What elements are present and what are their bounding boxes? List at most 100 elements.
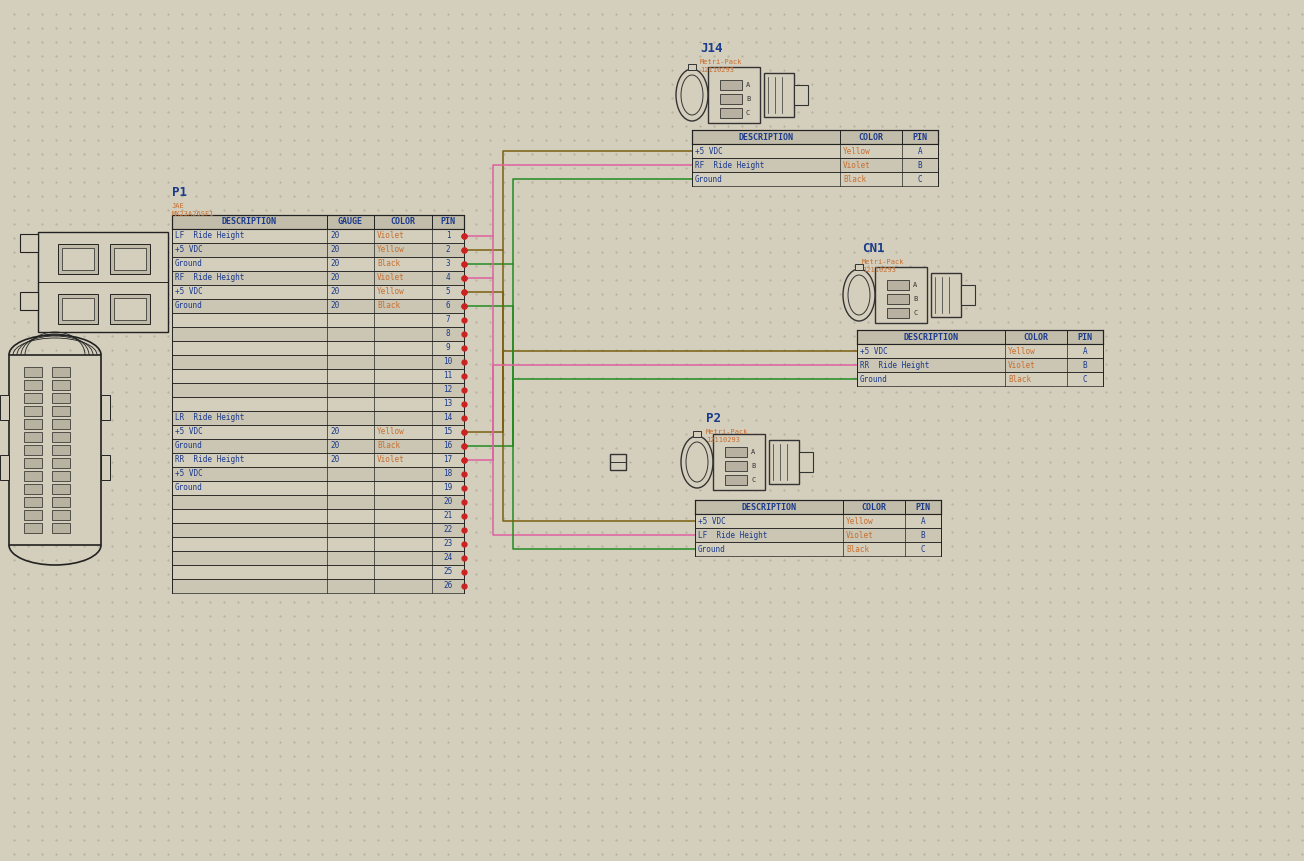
Bar [52, 523, 70, 533]
Text: RF  Ride Height: RF Ride Height [695, 160, 764, 170]
Text: PIN: PIN [913, 133, 927, 141]
Bar [857, 344, 1103, 358]
Bar [172, 481, 464, 495]
Bar [172, 495, 464, 509]
Bar [887, 308, 909, 318]
Text: 8: 8 [446, 330, 450, 338]
Bar [23, 471, 42, 481]
Bar [172, 299, 464, 313]
Bar [172, 229, 464, 243]
Bar [172, 383, 464, 397]
Bar [52, 380, 70, 390]
Bar [172, 341, 464, 355]
Text: B: B [913, 296, 917, 302]
Bar [172, 411, 464, 425]
Bar [172, 523, 464, 537]
Bar [52, 406, 70, 416]
Ellipse shape [848, 275, 870, 315]
Bar [931, 273, 961, 317]
Text: Violet: Violet [842, 160, 871, 170]
Bar [23, 380, 42, 390]
Text: LF  Ride Height: LF Ride Height [175, 232, 244, 240]
Bar [172, 313, 464, 327]
Bar [52, 484, 70, 494]
Text: B: B [918, 160, 922, 170]
Text: LF  Ride Height: LF Ride Height [698, 530, 767, 540]
Text: Metri-Pack: Metri-Pack [705, 429, 748, 435]
Bar [20, 234, 38, 252]
Bar [23, 484, 42, 494]
Text: 7: 7 [446, 315, 450, 325]
Text: RF  Ride Height: RF Ride Height [175, 274, 244, 282]
Text: B: B [751, 463, 755, 469]
Text: Yellow: Yellow [377, 288, 404, 296]
Bar [857, 372, 1103, 386]
Bar [63, 248, 94, 270]
Bar [720, 108, 742, 118]
Bar [695, 542, 941, 556]
Text: COLOR: COLOR [1024, 332, 1048, 342]
Text: 21: 21 [443, 511, 452, 521]
Text: Yellow: Yellow [377, 428, 404, 437]
Bar [113, 298, 146, 320]
Text: 20: 20 [330, 455, 339, 464]
Bar [692, 431, 702, 437]
Bar [52, 432, 70, 442]
Text: Violet: Violet [377, 274, 404, 282]
Bar [857, 330, 1103, 344]
Text: C: C [921, 544, 926, 554]
Text: GAUGE: GAUGE [338, 218, 363, 226]
Text: C: C [751, 477, 755, 483]
Text: 1: 1 [446, 232, 450, 240]
Bar [695, 528, 941, 542]
Bar [172, 397, 464, 411]
Text: 2: 2 [446, 245, 450, 255]
Bar [172, 453, 464, 467]
Bar [725, 447, 747, 457]
Bar [52, 419, 70, 429]
Text: 20: 20 [443, 498, 452, 506]
Text: DESCRIPTION: DESCRIPTION [738, 133, 794, 141]
Text: Violet: Violet [377, 455, 404, 464]
Text: RR  Ride Height: RR Ride Height [175, 455, 244, 464]
Bar [172, 467, 464, 481]
Text: A: A [913, 282, 917, 288]
Bar [63, 298, 94, 320]
Text: Violet: Violet [1008, 361, 1035, 369]
Text: 20: 20 [330, 288, 339, 296]
Bar [23, 419, 42, 429]
Bar [713, 434, 765, 490]
Bar [57, 294, 98, 324]
Bar [172, 243, 464, 257]
Text: 3: 3 [446, 259, 450, 269]
Bar [20, 292, 38, 310]
Bar [52, 471, 70, 481]
Text: 20: 20 [330, 274, 339, 282]
Text: 20: 20 [330, 301, 339, 311]
Bar [172, 215, 464, 229]
Text: 23: 23 [443, 540, 452, 548]
Bar [172, 271, 464, 285]
Bar [725, 461, 747, 471]
Bar [23, 406, 42, 416]
Text: 5: 5 [446, 288, 450, 296]
Text: PIN: PIN [1077, 332, 1093, 342]
Text: 16: 16 [443, 442, 452, 450]
Text: C: C [918, 175, 922, 183]
Text: 4: 4 [446, 274, 450, 282]
Ellipse shape [675, 69, 708, 121]
Text: 6: 6 [446, 301, 450, 311]
Text: 12110293: 12110293 [700, 67, 734, 73]
Bar [9, 355, 100, 545]
Text: C: C [1082, 375, 1088, 383]
Text: Ground: Ground [698, 544, 726, 554]
Text: 13: 13 [443, 400, 452, 408]
Bar [794, 85, 808, 105]
Bar [172, 257, 464, 271]
Bar [172, 551, 464, 565]
Text: Black: Black [846, 544, 870, 554]
Bar [172, 565, 464, 579]
Text: COLOR: COLOR [862, 503, 887, 511]
Text: 14: 14 [443, 413, 452, 423]
Bar [23, 393, 42, 403]
